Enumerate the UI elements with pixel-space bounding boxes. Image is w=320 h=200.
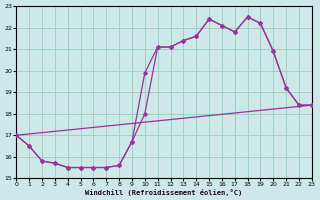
X-axis label: Windchill (Refroidissement éolien,°C): Windchill (Refroidissement éolien,°C)	[85, 189, 243, 196]
